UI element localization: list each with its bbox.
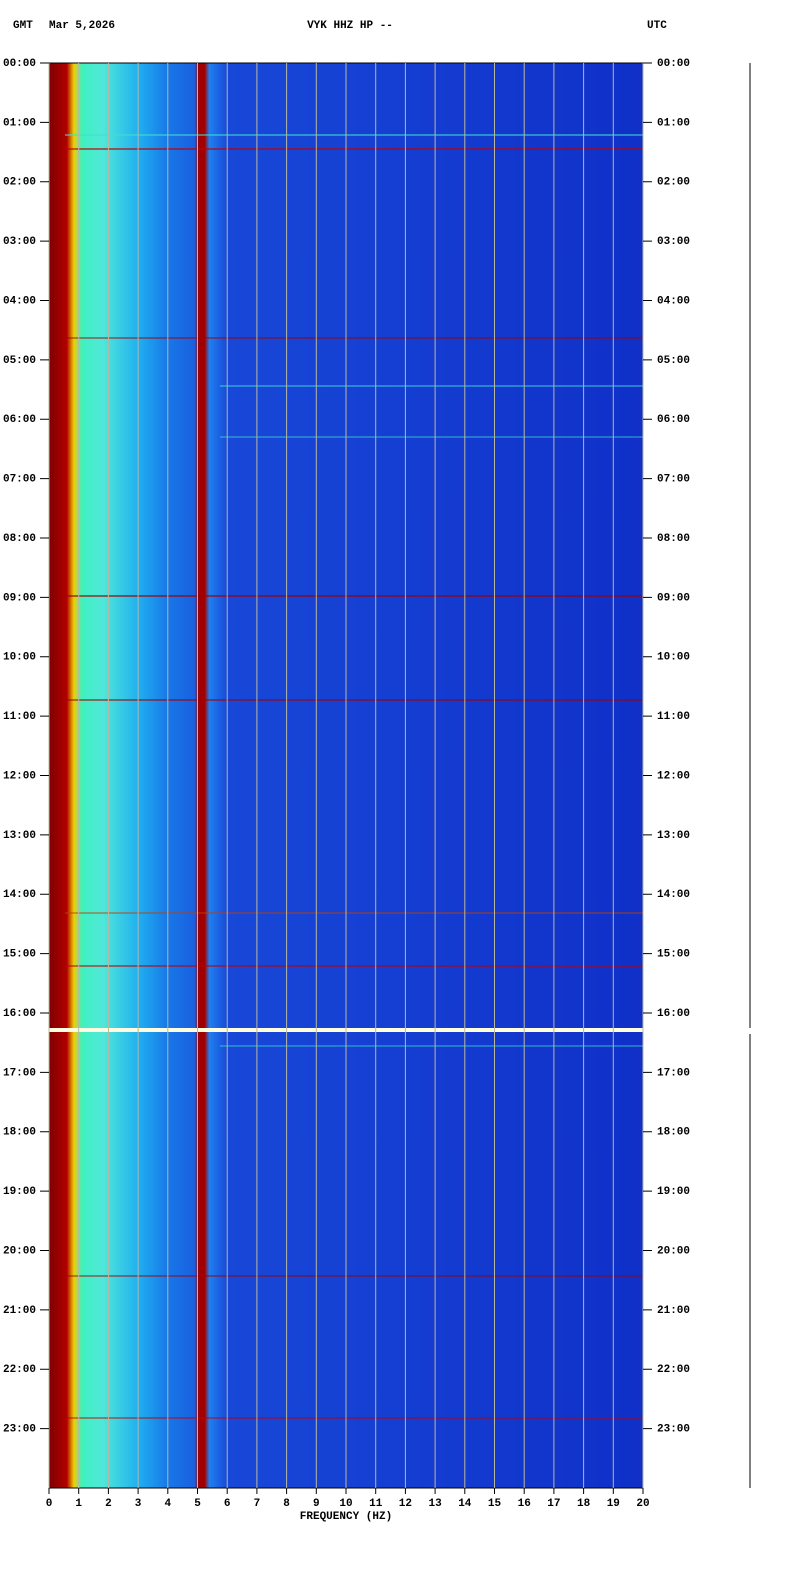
y-tick-label-right: 23:00: [657, 1424, 690, 1436]
y-tick-label-left: 08:00: [3, 533, 36, 545]
x-tick-label: 13: [428, 1498, 442, 1510]
x-tick-label: 14: [458, 1498, 472, 1510]
y-tick-label-left: 16:00: [3, 1008, 36, 1020]
y-tick-label-right: 19:00: [657, 1186, 690, 1198]
y-tick-label-left: 14:00: [3, 889, 36, 901]
y-tick-label-right: 22:00: [657, 1364, 690, 1376]
y-tick-label-left: 12:00: [3, 770, 36, 782]
y-tick-label-right: 00:00: [657, 58, 690, 70]
y-tick-label-left: 17:00: [3, 1067, 36, 1079]
x-tick-label: 20: [636, 1498, 649, 1510]
x-tick-label: 5: [194, 1498, 201, 1510]
y-tick-label-right: 11:00: [657, 711, 690, 723]
x-tick-label: 2: [105, 1498, 112, 1510]
y-tick-label-right: 04:00: [657, 295, 690, 307]
y-tick-label-left: 00:00: [3, 58, 36, 70]
y-tick-label-right: 17:00: [657, 1067, 690, 1079]
y-tick-label-left: 05:00: [3, 355, 36, 367]
y-tick-label-left: 22:00: [3, 1364, 36, 1376]
y-tick-label-right: 09:00: [657, 592, 690, 604]
y-tick-label-right: 13:00: [657, 830, 690, 842]
y-tick-label-left: 01:00: [3, 117, 36, 129]
y-tick-label-right: 08:00: [657, 533, 690, 545]
y-tick-label-left: 15:00: [3, 949, 36, 961]
x-tick-label: 15: [488, 1498, 502, 1510]
y-tick-label-right: 02:00: [657, 177, 690, 189]
y-tick-label-right: 21:00: [657, 1305, 690, 1317]
y-tick-label-left: 07:00: [3, 474, 36, 486]
x-tick-label: 10: [339, 1498, 352, 1510]
y-tick-label-left: 23:00: [3, 1424, 36, 1436]
y-tick-label-right: 20:00: [657, 1245, 690, 1257]
x-tick-label: 8: [283, 1498, 290, 1510]
y-tick-label-right: 16:00: [657, 1008, 690, 1020]
x-tick-label: 11: [369, 1498, 383, 1510]
x-tick-label: 6: [224, 1498, 231, 1510]
x-tick-label: 7: [254, 1498, 261, 1510]
x-tick-label: 9: [313, 1498, 320, 1510]
y-tick-label-right: 18:00: [657, 1127, 690, 1139]
y-tick-label-right: 10:00: [657, 652, 690, 664]
date: Mar 5,2026: [49, 20, 115, 32]
y-tick-label-left: 19:00: [3, 1186, 36, 1198]
time-zone-right: UTC: [647, 20, 667, 32]
x-tick-label: 1: [75, 1498, 82, 1510]
y-tick-label-left: 10:00: [3, 652, 36, 664]
y-tick-label-left: 21:00: [3, 1305, 36, 1317]
x-tick-label: 0: [46, 1498, 53, 1510]
y-tick-label-left: 06:00: [3, 414, 36, 426]
x-tick-label: 19: [607, 1498, 620, 1510]
y-tick-label-right: 07:00: [657, 474, 690, 486]
y-tick-label-right: 01:00: [657, 117, 690, 129]
x-tick-label: 12: [399, 1498, 412, 1510]
y-tick-label-right: 14:00: [657, 889, 690, 901]
time-zone-left: GMT: [13, 20, 33, 32]
y-tick-label-left: 13:00: [3, 830, 36, 842]
y-tick-label-left: 18:00: [3, 1127, 36, 1139]
y-tick-label-right: 05:00: [657, 355, 690, 367]
y-tick-label-right: 15:00: [657, 949, 690, 961]
y-tick-label-right: 12:00: [657, 770, 690, 782]
x-axis-label: FREQUENCY (HZ): [300, 1511, 392, 1523]
y-tick-label-left: 11:00: [3, 711, 36, 723]
y-tick-label-left: 09:00: [3, 592, 36, 604]
x-tick-label: 18: [577, 1498, 591, 1510]
y-tick-label-left: 04:00: [3, 295, 36, 307]
y-tick-label-left: 03:00: [3, 236, 36, 248]
y-tick-label-left: 20:00: [3, 1245, 36, 1257]
x-tick-label: 16: [518, 1498, 531, 1510]
x-tick-label: 4: [164, 1498, 171, 1510]
y-tick-label-left: 02:00: [3, 177, 36, 189]
y-tick-label-right: 03:00: [657, 236, 690, 248]
x-tick-label: 3: [135, 1498, 142, 1510]
y-tick-label-right: 06:00: [657, 414, 690, 426]
chart-title: VYK HHZ HP --: [307, 20, 393, 32]
x-tick-label: 17: [547, 1498, 560, 1510]
